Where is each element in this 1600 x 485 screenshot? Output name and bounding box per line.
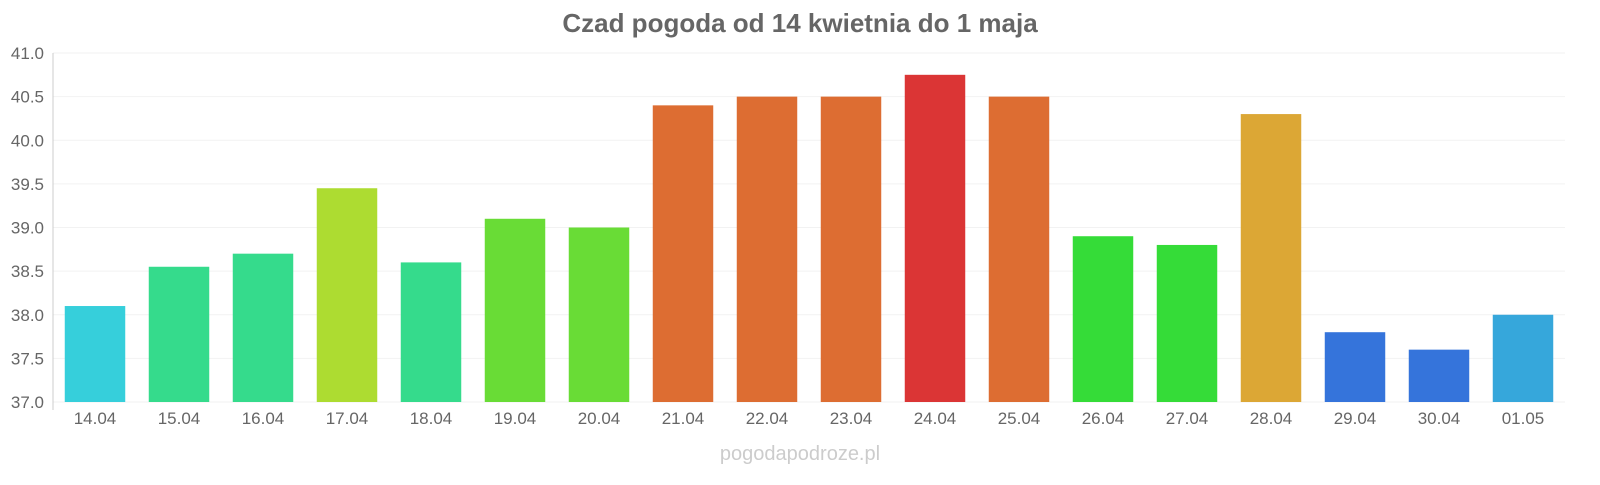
x-tick-label: 20.04 — [578, 409, 621, 428]
watermark: pogodapodroze.pl — [720, 443, 880, 465]
x-tick-label: 01.05 — [1502, 409, 1545, 428]
chart-title: Czad pogoda od 14 kwietnia do 1 maja — [562, 8, 1038, 38]
bar-18.04 — [400, 262, 462, 402]
bar-17.04 — [316, 188, 378, 402]
x-tick-label: 14.04 — [74, 409, 117, 428]
x-tick-label: 18.04 — [410, 409, 453, 428]
bar-28.04 — [1240, 114, 1302, 402]
x-tick-label: 25.04 — [998, 409, 1041, 428]
bar-25.04 — [988, 96, 1050, 402]
bar-22.04 — [736, 96, 798, 402]
y-tick-label: 38.5 — [11, 262, 44, 281]
bar-19.04 — [484, 218, 546, 402]
y-tick-label: 37.0 — [11, 393, 44, 412]
x-tick-label: 30.04 — [1418, 409, 1461, 428]
x-tick-label: 23.04 — [830, 409, 873, 428]
bar-01.05 — [1492, 314, 1554, 402]
y-tick-label: 40.5 — [11, 88, 44, 107]
x-tick-label: 24.04 — [914, 409, 957, 428]
bar-16.04 — [232, 253, 294, 402]
x-tick-label: 27.04 — [1166, 409, 1209, 428]
y-tick-label: 39.0 — [11, 219, 44, 238]
y-tick-label: 39.5 — [11, 175, 44, 194]
bar-27.04 — [1156, 244, 1218, 402]
x-tick-label: 17.04 — [326, 409, 369, 428]
bar-24.04 — [904, 74, 966, 402]
x-tick-label: 21.04 — [662, 409, 705, 428]
y-tick-label: 40.0 — [11, 131, 44, 150]
bar-21.04 — [652, 105, 714, 402]
x-tick-label: 26.04 — [1082, 409, 1125, 428]
x-tick-label: 28.04 — [1250, 409, 1293, 428]
y-tick-label: 38.0 — [11, 306, 44, 325]
bar-15.04 — [148, 266, 210, 402]
x-tick-label: 22.04 — [746, 409, 789, 428]
bar-30.04 — [1408, 349, 1470, 402]
y-tick-label: 41.0 — [11, 44, 44, 63]
x-tick-label: 29.04 — [1334, 409, 1377, 428]
bar-20.04 — [568, 227, 630, 402]
y-tick-label: 37.5 — [11, 349, 44, 368]
bar-23.04 — [820, 96, 882, 402]
x-tick-label: 19.04 — [494, 409, 537, 428]
x-tick-label: 15.04 — [158, 409, 201, 428]
bar-26.04 — [1072, 236, 1134, 402]
x-tick-label: 16.04 — [242, 409, 285, 428]
bar-29.04 — [1324, 332, 1386, 402]
bar-14.04 — [64, 306, 126, 402]
